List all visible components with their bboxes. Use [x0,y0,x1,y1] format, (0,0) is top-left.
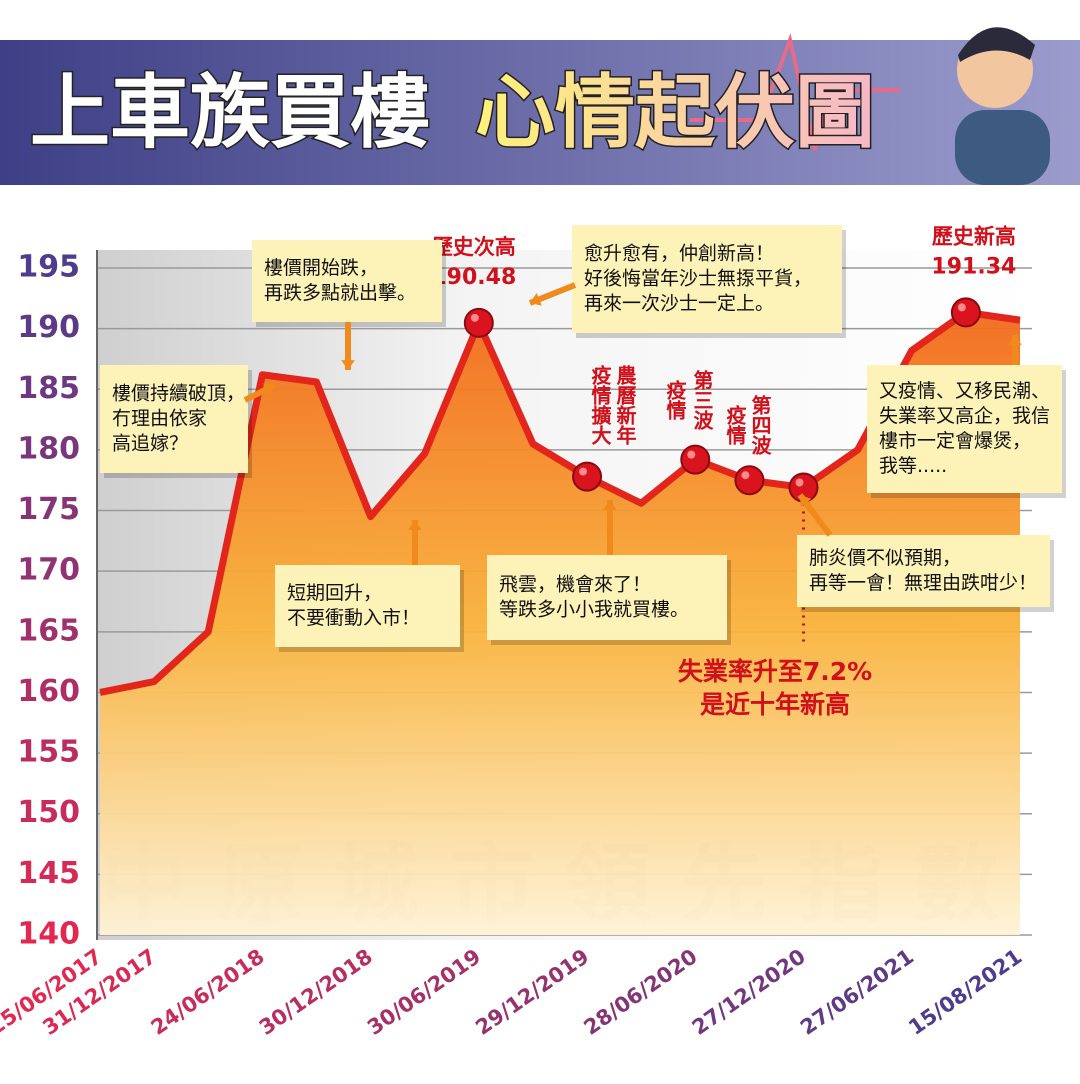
line [99,308,1021,696]
y-tick-label: 170 [17,553,80,588]
x-tick-label: 27/12/2020 [688,944,810,1040]
note: 肺炎價不似預期， 再等一會！無理由跌咁少！ [797,535,1054,612]
note-text: 短期回升， [287,582,382,604]
y-tick-label: 195 [17,250,80,285]
note-paper [275,565,460,647]
note-text: 樓價開始跌， [264,257,378,279]
pin-highlight [579,467,588,476]
unemployment-note: 失業率升至7.2% [678,657,872,686]
y-tick-label: 150 [17,795,80,830]
y-tick-label: 165 [17,613,80,648]
title-banner [0,40,1080,185]
y-tick-label: 140 [17,917,80,952]
event-label: 疫情 [663,379,687,421]
arrow-head [341,360,355,370]
pin [572,461,603,492]
arrow-head [408,520,422,530]
note-paper [797,535,1050,607]
event-label: 農曆新年 [613,365,637,446]
note-text: 我等..... [879,455,947,477]
value-label: 191.34 [931,254,1016,279]
arrow-head [530,293,542,306]
x-tick-label: 29/12/2019 [471,944,593,1040]
x-tick-label: 24/06/2018 [147,944,269,1040]
peak-title: 歷史新高 [932,224,1016,248]
event-label: 疫情擴大 [588,364,612,446]
person-illustration [955,27,1050,185]
note-text: 失業率又高企，我信 [879,405,1050,427]
banner-decoration [690,33,900,151]
note-text: 飛雲，機會來了！ [499,574,651,596]
note-text: 等跌多小小我就買樓。 [499,599,689,621]
y-tick-label: 175 [17,492,80,527]
title-part: 心情起伏圖 [475,66,875,159]
x-tick-label: 28/06/2020 [580,944,702,1040]
event-label: 第三波 [690,369,714,431]
y-tick-label: 185 [17,371,80,406]
title-part: 上車族買樓 [30,66,430,159]
pin [463,307,494,338]
y-tick-label: 145 [17,856,80,891]
note-text: 不要衝動入市！ [287,607,420,629]
note-paper [867,365,1062,493]
note-paper [252,240,442,322]
x-tick-label: 15/08/2021 [904,944,1026,1040]
pin [680,444,711,475]
y-tick-label: 160 [17,674,80,709]
note-text: 又疫情、又移民潮、 [879,380,1050,402]
pin-highlight [470,313,479,322]
note-text: 好後悔當年沙士無揼平貨， [584,268,812,290]
note-text: 再跌多點就出擊。 [264,282,416,304]
note: 愈升愈有，仲創新高！ 好後悔當年沙士無揼平貨， 再來一次沙士一定上。 [572,225,846,338]
note-text: 肺炎價不似預期， [809,547,961,569]
event-label: 第四波 [748,394,772,456]
pin [734,465,765,496]
note: 短期回升， 不要衝動入市！ [275,565,464,652]
arrow-head [603,500,617,510]
note-paper [572,225,842,333]
x-tick-label: 30/12/2018 [255,944,377,1040]
y-tick-label: 190 [17,310,80,345]
y-tick-label: 155 [17,735,80,770]
pin-highlight [957,303,966,312]
y-tick-label: 180 [17,431,80,466]
note-text: 再來一次沙士一定上。 [584,293,774,315]
event-label: 疫情 [723,404,747,446]
note-text: 樓價持續破頂， [112,383,245,405]
arrow-head [263,383,275,396]
note: 樓價開始跌， 再跌多點就出擊。 [252,240,446,327]
arrow-head [800,495,812,507]
note-text: 高追嫁？ [112,433,188,455]
note: 飛雲，機會來了！ 等跌多小小我就買樓。 [487,555,731,645]
note-paper [100,365,248,473]
x-tick-label: 30/06/2019 [363,944,485,1040]
arrow-head [1008,335,1022,345]
note-text: 再等一會！無理由跌咁少！ [809,572,1037,594]
note-text: 冇理由依家 [112,408,207,430]
pin-highlight [687,450,696,459]
unemployment-note: 是近十年新高 [700,690,850,719]
pin [950,297,981,328]
pin-highlight [741,471,750,480]
note-text: 愈升愈有，仲創新高！ [584,243,774,265]
value-label: 190.48 [431,265,516,290]
note-paper [487,555,727,640]
peak-title: 歷史次高 [432,235,516,259]
pin-highlight [795,478,804,487]
x-tick-label: 27/06/2021 [796,944,918,1040]
note-text: 樓市一定會爆煲， [879,430,1031,452]
